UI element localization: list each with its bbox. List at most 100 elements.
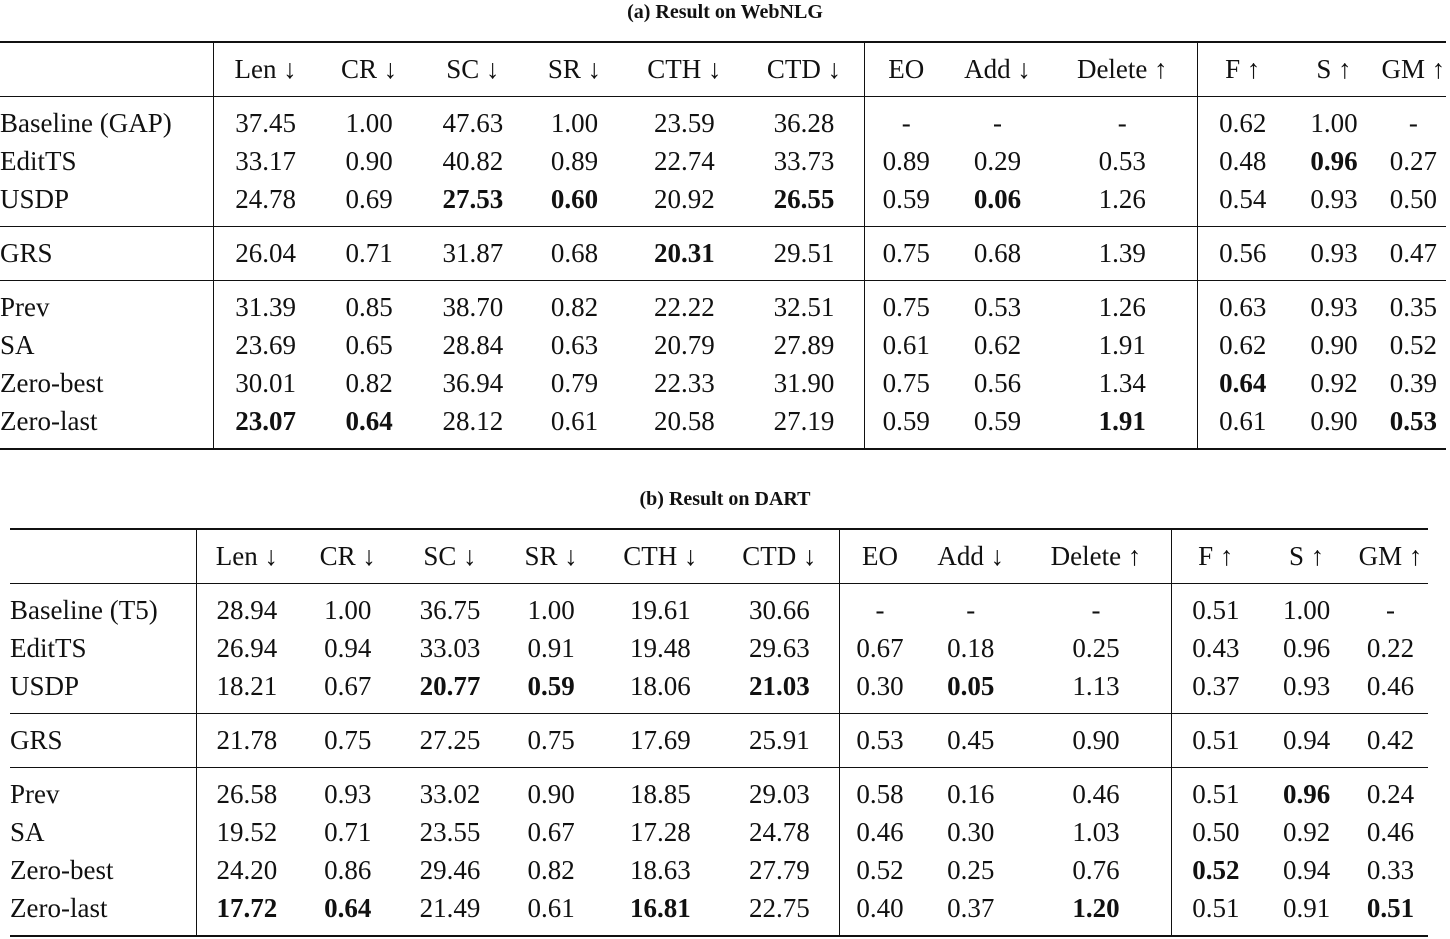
column-header: Len ↓ [213, 41, 318, 97]
table-cell: 0.59 [863, 180, 948, 227]
table-cell: 0.59 [947, 402, 1048, 450]
column-header: CTD ↓ [719, 528, 840, 584]
table-cell: 0.06 [948, 180, 1048, 227]
table-cell: 0.50 [1170, 813, 1261, 851]
table-cell: 0.71 [317, 226, 421, 281]
table-cell: 31.90 [773, 367, 835, 398]
table-cell: 26.94 [195, 629, 298, 667]
best-value: 0.52 [1192, 854, 1240, 885]
column-header: Add ↓ [947, 41, 1048, 97]
table-cell: - [1353, 583, 1428, 629]
table-cell: 32.51 [744, 280, 865, 326]
table-cell: 0.75 [297, 713, 399, 768]
table-cell: 17.72 [195, 889, 298, 937]
table-cell: 0.53 [1098, 145, 1146, 176]
table-cell: 0.54 [1197, 180, 1288, 227]
table-cell: 37.45 [213, 96, 318, 142]
table-cell: 0.90 [1310, 329, 1358, 360]
table-cell: 0.51 [1170, 889, 1261, 937]
header-empty-cell [10, 528, 197, 584]
best-value: 1.91 [1098, 405, 1146, 436]
table-cell: 0.46 [1021, 767, 1172, 813]
table-cell: 0.53 [947, 280, 1048, 326]
column-header: GM ↑ [1380, 41, 1446, 97]
table-cell: 0.16 [920, 767, 1022, 813]
table-cell: 0.62 [1197, 96, 1288, 142]
table-cell: 0.37 [920, 889, 1022, 937]
table-row: Zero-best 24.20 0.86 29.46 0.82 18.63 27.79 0.5… [10, 851, 1428, 889]
table-cell: 19.48 [629, 632, 691, 663]
table-cell: 0.25 [1072, 632, 1120, 663]
best-value: 16.81 [629, 892, 691, 923]
table-cell: 18.21 [195, 667, 298, 714]
row-group: Baseline (T5) 28.94 1.00 36.75 1.00 19.61 30.6… [10, 583, 1428, 714]
table-cell: 28.84 [442, 329, 504, 360]
table-cell: 23.69 [213, 326, 318, 364]
table-cell: 36.94 [442, 367, 504, 398]
table-cell: 0.93 [1287, 280, 1381, 326]
table-row: GRS 21.78 0.75 27.25 0.75 17.69 25.91 0.53 0.45 0… [10, 713, 1428, 768]
table-cell: 0.24 [1353, 767, 1428, 813]
table-cell: 0.59 [863, 402, 948, 450]
best-value: 0.51 [1366, 892, 1415, 923]
table-cell: 0.61 [524, 402, 625, 450]
table-cell: 0.47 [1380, 226, 1446, 281]
table-cell: 18.63 [629, 854, 691, 885]
table-cell: 1.34 [1098, 367, 1146, 398]
table-cell: 0.67 [324, 670, 372, 701]
row-group: Prev 26.58 0.93 33.02 0.90 18.85 29.03 0.58 0.16… [10, 767, 1428, 937]
table-cell: 1.00 [524, 96, 625, 142]
table-cell: 0.68 [524, 226, 625, 281]
row-label: Zero-best [10, 854, 114, 885]
table-cell: 18.85 [600, 767, 720, 813]
table-cell: - [920, 583, 1022, 629]
table-cell: 24.78 [213, 180, 318, 227]
table-row: Zero-last 23.07 0.64 28.12 0.61 20.58 27.19 0.5… [0, 402, 1446, 450]
best-value: 21.03 [749, 670, 810, 701]
table-cell: 33.73 [773, 145, 835, 176]
table-row: EditTS 33.17 0.90 40.82 0.89 22.74 33.73 0.89 0.… [0, 142, 1446, 180]
table-cell: 0.35 [1380, 280, 1446, 326]
table-cell: 26.55 [744, 180, 864, 227]
table-row: GRS 26.04 0.71 31.87 0.68 20.31 29.51 0.75 0.68 1… [0, 226, 1446, 281]
table-cell: 0.45 [920, 713, 1022, 768]
table-row: EditTS 26.94 0.94 33.03 0.91 19.48 29.63 0.67 0.… [10, 629, 1428, 667]
table-cell: 0.59 [502, 667, 601, 714]
table-cell: 0.52 [1170, 851, 1261, 889]
table-cell: 0.75 [863, 364, 948, 402]
table-cell: 0.56 [973, 367, 1022, 398]
row-label: Prev [0, 280, 214, 326]
column-header: CR ↓ [317, 41, 421, 97]
table-row: SA 23.69 0.65 28.84 0.63 20.79 27.89 0.61 0.62 1.… [0, 326, 1446, 364]
best-value: 1.20 [1072, 892, 1120, 923]
table-cell: 0.68 [947, 226, 1048, 281]
row-group: GRS 21.78 0.75 27.25 0.75 17.69 25.91 0.53 0.45 0… [10, 713, 1428, 768]
table-cell: 23.59 [624, 96, 745, 142]
table-cell: 1.00 [501, 583, 601, 629]
table-cell: 38.70 [420, 280, 525, 326]
table-row: Baseline (GAP) 37.45 1.00 47.63 1.00 23.59 36.… [0, 96, 1446, 142]
table-cell: 0.75 [501, 713, 601, 768]
table-cell: 40.82 [442, 145, 504, 176]
table-cell: 0.46 [1366, 670, 1415, 701]
table-cell: 20.58 [624, 402, 745, 450]
table-cell: 0.39 [1389, 367, 1438, 398]
table-cell: 0.64 [297, 889, 399, 937]
table-cell: 29.03 [719, 767, 840, 813]
row-label: Baseline (GAP) [0, 96, 214, 142]
table-row: SA 19.52 0.71 23.55 0.67 17.28 24.78 0.46 0.30 1.… [10, 813, 1428, 851]
column-header: S ↑ [1260, 528, 1354, 584]
table-cell: 0.27 [1389, 145, 1438, 176]
table-cell: 0.79 [550, 367, 599, 398]
table-cell: 16.81 [600, 889, 720, 937]
column-header: S ↑ [1287, 41, 1381, 97]
table-cell: 27.25 [398, 713, 502, 768]
table-cell: 0.64 [317, 402, 421, 450]
table-cell: 0.25 [947, 854, 995, 885]
table-cell: 0.30 [947, 816, 995, 847]
column-header: Delete ↑ [1021, 528, 1172, 584]
best-value: 23.07 [235, 405, 297, 436]
table-cell: 21.03 [720, 667, 839, 714]
table-cell: 17.69 [600, 713, 720, 768]
table-cell: 0.76 [1072, 854, 1120, 885]
